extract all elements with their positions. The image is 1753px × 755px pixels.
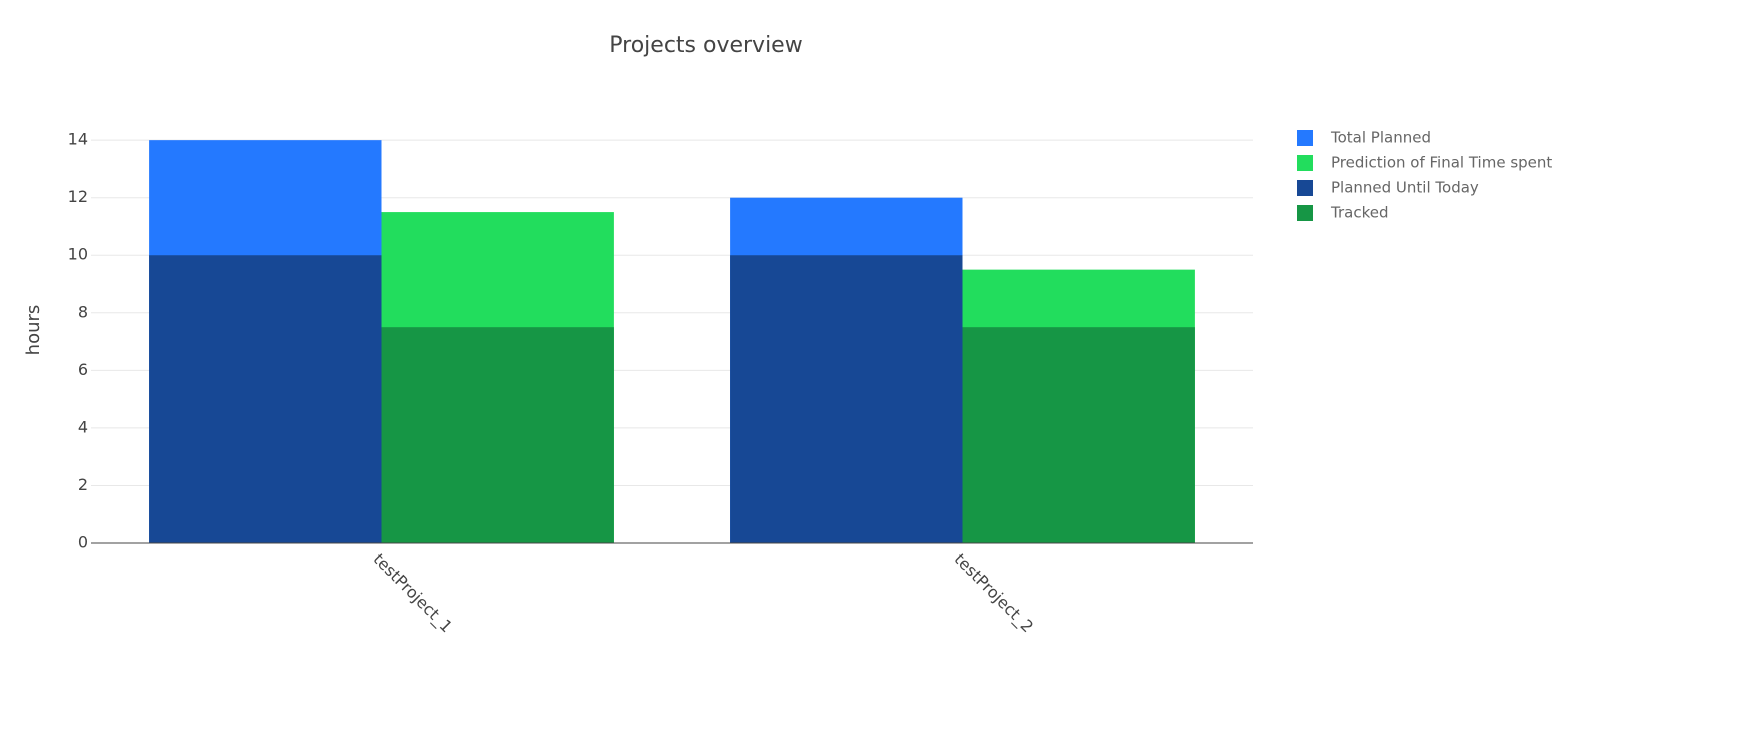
- y-axis-label: hours: [23, 305, 44, 356]
- x-tick-label: testProject_2: [950, 550, 1037, 637]
- bar: [730, 255, 963, 543]
- y-tick-label: 10: [68, 245, 88, 264]
- y-tick-label: 2: [78, 475, 88, 494]
- legend-label: Prediction of Final Time spent: [1331, 154, 1552, 172]
- bar: [149, 255, 382, 543]
- legend-label: Total Planned: [1330, 129, 1431, 147]
- legend-swatch: [1297, 205, 1313, 221]
- y-tick-label: 4: [78, 417, 88, 436]
- legend-label: Tracked: [1330, 204, 1388, 222]
- bar: [381, 327, 614, 543]
- y-tick-label: 6: [78, 360, 88, 379]
- legend-swatch: [1297, 155, 1313, 171]
- legend-label: Planned Until Today: [1331, 179, 1479, 197]
- y-tick-label: 12: [68, 187, 88, 206]
- chart-title: Projects overview: [609, 33, 802, 58]
- y-tick-label: 8: [78, 302, 88, 321]
- bar: [962, 327, 1195, 543]
- y-tick-label: 0: [78, 533, 88, 552]
- y-tick-label: 14: [68, 130, 88, 149]
- legend-swatch: [1297, 180, 1313, 196]
- legend-swatch: [1297, 130, 1313, 146]
- x-tick-label: testProject_1: [369, 550, 456, 637]
